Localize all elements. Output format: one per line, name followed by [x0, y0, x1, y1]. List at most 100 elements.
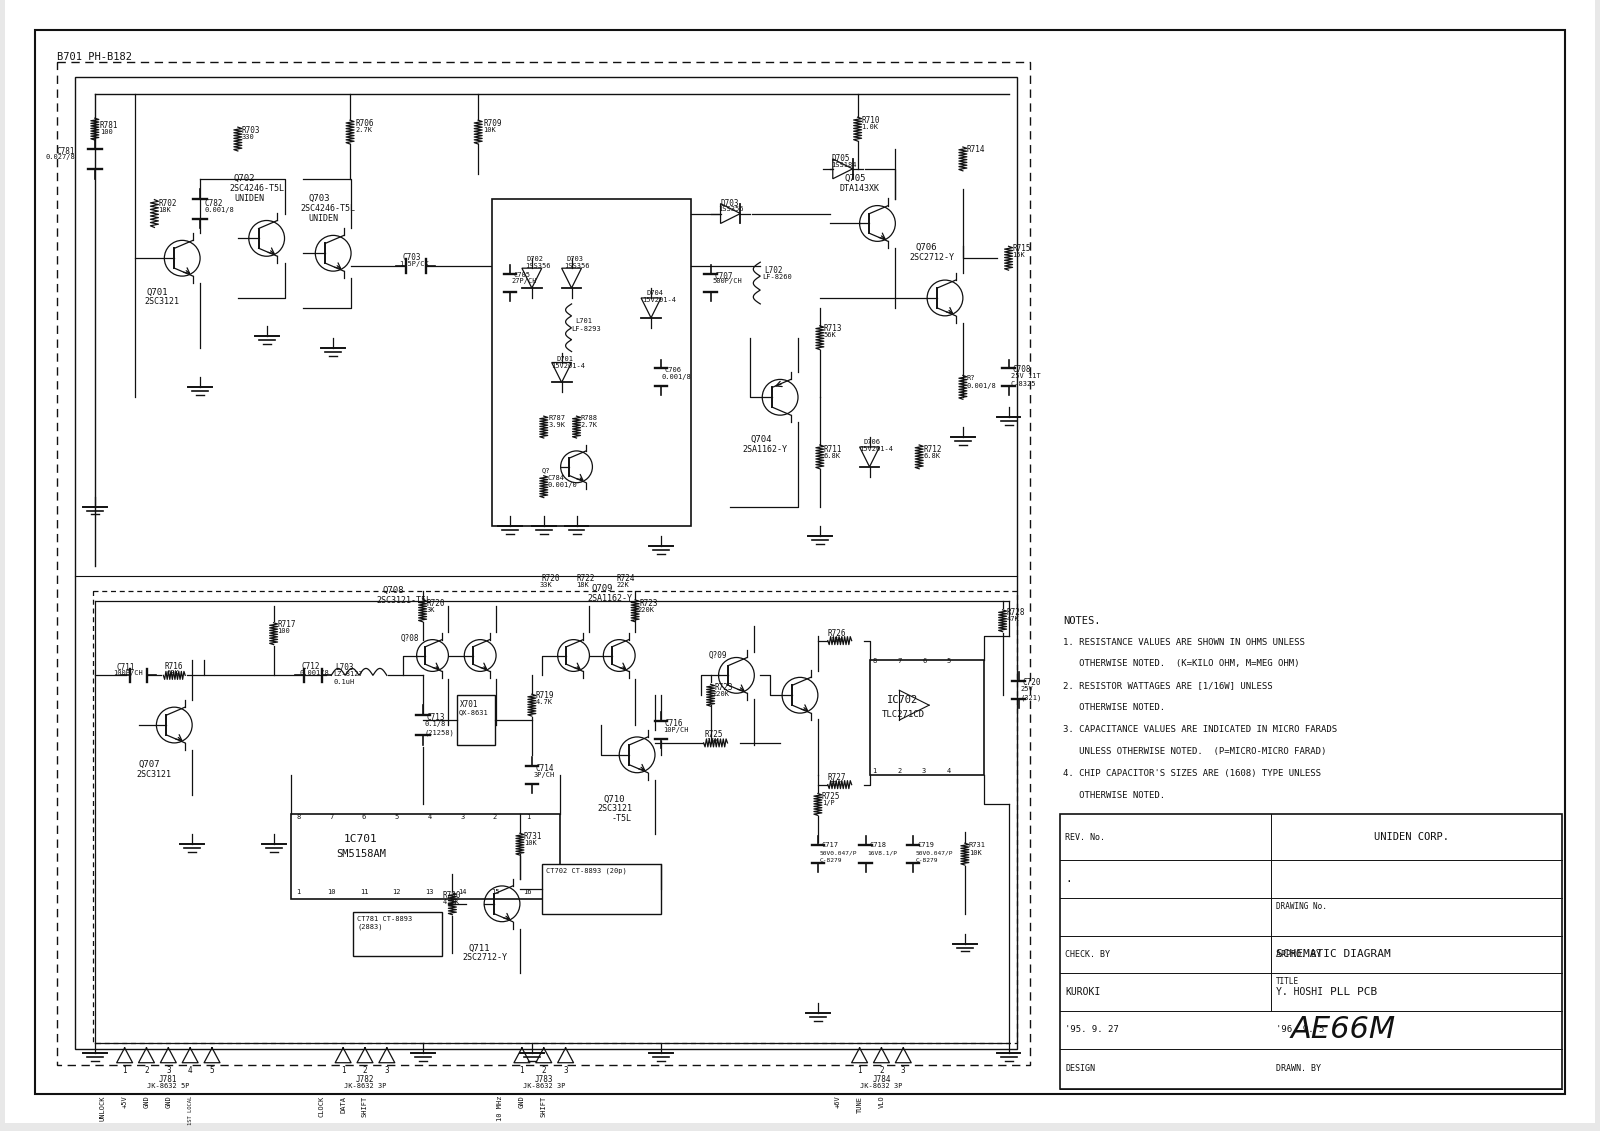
Text: R716: R716 — [165, 663, 182, 672]
Text: 1: 1 — [526, 814, 530, 820]
Text: Q705: Q705 — [845, 174, 866, 183]
Text: C705: C705 — [514, 273, 531, 278]
Bar — [869, 661, 984, 775]
Text: 3. CAPACITANCE VALUES ARE INDICATED IN MICRO FARADS: 3. CAPACITANCE VALUES ARE INDICATED IN M… — [1062, 725, 1338, 734]
Text: DTA143XK: DTA143XK — [840, 183, 880, 192]
Text: IC702: IC702 — [888, 696, 918, 706]
Text: 5: 5 — [947, 658, 950, 664]
Text: R712: R712 — [923, 444, 942, 454]
Text: 0.001/8: 0.001/8 — [662, 374, 691, 380]
Text: 16V8.1/P: 16V8.1/P — [867, 851, 898, 855]
Text: R731: R731 — [970, 843, 986, 848]
Text: SHIFT: SHIFT — [541, 1096, 547, 1116]
Text: 3: 3 — [166, 1065, 171, 1074]
Text: 3P/CH: 3P/CH — [534, 771, 555, 778]
Text: C714: C714 — [536, 763, 554, 772]
Text: Q?08: Q?08 — [400, 633, 419, 642]
Text: C708: C708 — [1013, 365, 1030, 374]
Text: 100P/CH: 100P/CH — [112, 671, 142, 676]
Text: 4: 4 — [187, 1065, 192, 1074]
Text: UNIDEN CORP.: UNIDEN CORP. — [1374, 832, 1450, 843]
Bar — [354, 912, 443, 957]
Text: C-8279: C-8279 — [915, 858, 938, 863]
Text: SCHEMATIC DIAGRAM: SCHEMATIC DIAGRAM — [1275, 949, 1390, 959]
Text: R711: R711 — [824, 444, 842, 454]
Text: R788: R788 — [581, 415, 597, 421]
Text: LF-8293: LF-8293 — [571, 326, 602, 331]
Text: 22K: 22K — [616, 582, 629, 588]
Text: UNLESS OTHERWISE NOTED.  (P=MICRO-MICRO FARAD): UNLESS OTHERWISE NOTED. (P=MICRO-MICRO F… — [1062, 746, 1326, 756]
Text: 220K: 220K — [712, 691, 730, 698]
Text: 0.1uH: 0.1uH — [333, 680, 355, 685]
Text: 18K: 18K — [576, 582, 589, 588]
Text: 6: 6 — [922, 658, 926, 664]
Text: +6V: +6V — [835, 1096, 840, 1108]
Text: 1: 1 — [341, 1065, 346, 1074]
Text: GND: GND — [518, 1096, 525, 1108]
Text: TUNE: TUNE — [856, 1096, 862, 1113]
Text: LZ-8127: LZ-8127 — [333, 672, 363, 677]
Text: 2SC3121-T5L: 2SC3121-T5L — [378, 596, 432, 605]
Text: R725: R725 — [704, 729, 723, 739]
Text: 1SS356: 1SS356 — [525, 264, 550, 269]
Text: 6.8K: 6.8K — [824, 452, 842, 459]
Text: 25V: 25V — [1021, 687, 1034, 692]
Text: R709: R709 — [483, 119, 502, 128]
Text: D703: D703 — [566, 257, 584, 262]
Text: 15V201-4: 15V201-4 — [642, 297, 677, 303]
Text: 2: 2 — [363, 1065, 368, 1074]
Text: Q704: Q704 — [750, 435, 771, 444]
Bar — [1061, 814, 1562, 1088]
Text: R706: R706 — [355, 119, 373, 128]
Text: D705: D705 — [832, 154, 850, 163]
Text: C707: C707 — [715, 273, 733, 282]
Text: C706: C706 — [666, 368, 682, 373]
Text: 13: 13 — [426, 889, 434, 895]
Text: 1: 1 — [296, 889, 301, 895]
Text: C711: C711 — [117, 664, 134, 673]
Text: 2.7K: 2.7K — [355, 127, 373, 133]
Text: LF-8260: LF-8260 — [762, 274, 792, 280]
Text: (21258): (21258) — [424, 729, 454, 735]
Text: Q702: Q702 — [234, 174, 256, 183]
Text: 1: 1 — [872, 768, 877, 774]
Text: 2SC4246-T5L: 2SC4246-T5L — [301, 204, 355, 213]
Text: R720: R720 — [542, 575, 560, 584]
Text: 8: 8 — [872, 658, 877, 664]
Text: C703: C703 — [403, 253, 421, 262]
Text: 2SC2712-Y: 2SC2712-Y — [909, 253, 954, 262]
Text: 6: 6 — [362, 814, 366, 820]
Text: 33K: 33K — [539, 582, 552, 588]
Text: TLC271CD: TLC271CD — [882, 710, 925, 719]
Text: KUROKI: KUROKI — [1066, 987, 1101, 998]
Text: R713: R713 — [824, 323, 842, 333]
Text: JK-8632 5P: JK-8632 5P — [147, 1082, 189, 1089]
Text: 50V0.047/P: 50V0.047/P — [915, 851, 952, 855]
Text: 10P/CH: 10P/CH — [662, 727, 688, 733]
Text: R726: R726 — [827, 629, 846, 638]
Text: R781: R781 — [99, 121, 118, 130]
Text: 3: 3 — [922, 768, 926, 774]
Text: VLO: VLO — [878, 1096, 885, 1108]
Text: C713: C713 — [427, 714, 445, 722]
Text: Q?09: Q?09 — [709, 650, 726, 659]
Text: 15K: 15K — [1013, 252, 1026, 258]
Text: 2: 2 — [493, 814, 498, 820]
Text: PLL PCB: PLL PCB — [1331, 987, 1378, 998]
Text: D704: D704 — [646, 290, 662, 296]
Text: D703: D703 — [720, 199, 739, 208]
Bar — [93, 592, 1016, 1043]
Text: 10K: 10K — [483, 127, 496, 133]
Text: 1SS184: 1SS184 — [830, 162, 856, 167]
Text: +5V: +5V — [122, 1096, 128, 1108]
Text: C782: C782 — [205, 199, 222, 208]
Text: NOTES.: NOTES. — [1062, 615, 1101, 625]
Text: L702: L702 — [765, 266, 782, 275]
Text: UNIDEN: UNIDEN — [309, 214, 338, 223]
Text: C784: C784 — [547, 475, 565, 481]
Text: Q703: Q703 — [309, 193, 330, 202]
Text: JK-8632 3P: JK-8632 3P — [344, 1082, 386, 1089]
Text: 2SC2712-Y: 2SC2712-Y — [462, 953, 507, 962]
Text: D706: D706 — [864, 439, 880, 444]
Text: 3.9K: 3.9K — [549, 422, 566, 429]
